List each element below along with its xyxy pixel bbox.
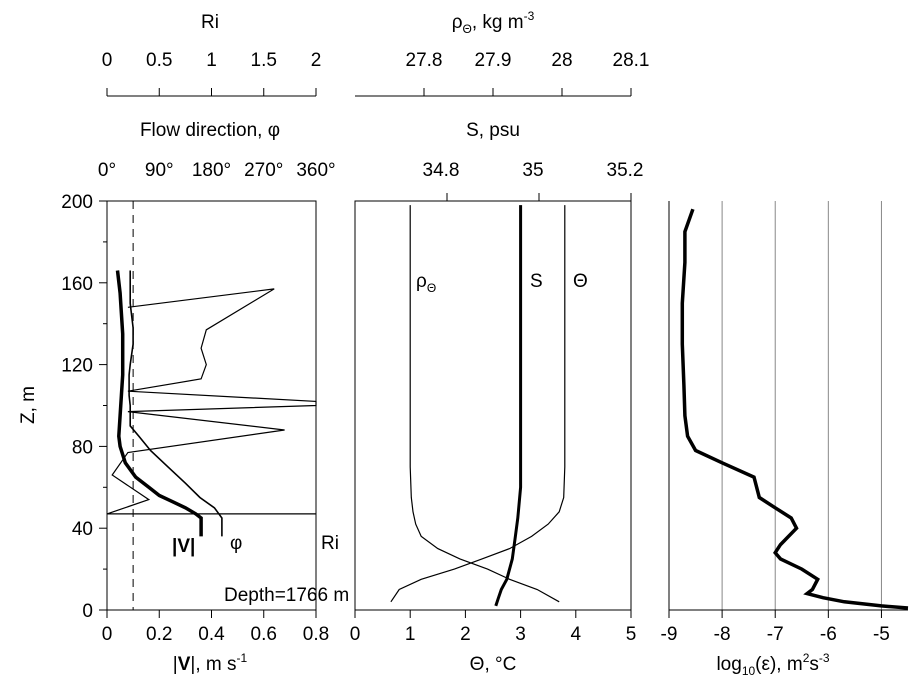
ri-axis-tick-label: 2 <box>311 50 322 71</box>
theta-axis-tick-label: 1 <box>405 624 416 645</box>
middle-label-s: S <box>530 271 543 292</box>
theta-axis-tick-label: 4 <box>571 624 582 645</box>
eps-axis-tick-label: -7 <box>767 624 784 645</box>
series-density <box>409 205 560 603</box>
s-axis-tick-label: 34.8 <box>423 160 460 181</box>
phi-axis-tick-label: 0° <box>98 160 116 181</box>
middle-x-ticks: 0 1 2 3 4 5 <box>350 610 637 645</box>
v-axis-tick-label: 0.2 <box>146 624 172 645</box>
phi-axis-tick-label: 90° <box>145 160 174 181</box>
v-axis-tick-label: 0 <box>102 624 113 645</box>
rho-axis-tick-label: 27.8 <box>406 50 443 71</box>
right-grid <box>721 201 882 610</box>
middle-label-theta: Θ <box>573 271 588 292</box>
ri-axis-tick-label: 1.5 <box>251 50 277 71</box>
eps-axis-tick-label: -8 <box>714 624 731 645</box>
middle-top1-ticks: 34.8 35 35.2 <box>423 160 644 201</box>
v-axis-tick-label: 0.8 <box>303 624 329 645</box>
ri-axis-tick-label: 0.5 <box>146 50 172 71</box>
middle-plot-frame <box>354 200 632 611</box>
y-tick-label: 0 <box>82 601 93 622</box>
series-ri <box>106 288 317 515</box>
y-tick-label: 120 <box>61 356 93 377</box>
ri-axis-tick-label: 1 <box>206 50 217 71</box>
right-bottom-axis-title: log10(ε), m2s-3 <box>716 651 829 678</box>
series-flow-direction <box>128 270 223 537</box>
middle-bottom-axis-title: Θ, °C <box>470 654 517 675</box>
right-panel: -9 -8 -7 -6 -5 log10(ε), m2s-3 <box>661 201 909 678</box>
middle-top1-label: S, psu <box>466 120 520 141</box>
theta-axis-tick-label: 0 <box>350 624 361 645</box>
rho-axis-tick-label: 28.1 <box>613 50 650 71</box>
v-axis-tick-label: 0.4 <box>198 624 225 645</box>
eps-axis-tick-label: -6 <box>820 624 837 645</box>
left-bottom-axis-title: |V|, m s-1 <box>173 651 248 675</box>
middle-label-rho: ρΘ <box>416 271 436 295</box>
middle-panel: ρΘ, kg m-3 27.8 27.9 28 28.1 S, psu 34.8 35 3… <box>350 9 650 675</box>
v-axis-tick-label: 0.6 <box>251 624 277 645</box>
series-temperature <box>390 205 566 603</box>
left-top1-label: Flow direction, φ <box>140 120 280 141</box>
y-axis-title: Z, m <box>18 386 39 424</box>
y-tick-label: 80 <box>72 437 93 458</box>
left-label-v: |V| <box>172 536 195 557</box>
theta-axis-tick-label: 2 <box>460 624 471 645</box>
rho-axis-tick-label: 27.9 <box>475 50 512 71</box>
depth-annotation: Depth=1766 m <box>224 585 349 606</box>
theta-axis-tick-label: 5 <box>626 624 637 645</box>
left-y-ticks: 0 40 80 120 160 200 <box>61 192 107 622</box>
right-x-ticks: -9 -8 -7 -6 -5 <box>661 610 890 645</box>
left-panel: Ri 0 0.5 1 1.5 2 Flow direction, φ 0° 90° 180°… <box>18 12 349 675</box>
eps-axis-tick-label: -5 <box>873 624 890 645</box>
y-tick-label: 40 <box>72 519 93 540</box>
phi-axis-tick-label: 180° <box>192 160 231 181</box>
theta-axis-tick-label: 3 <box>515 624 526 645</box>
middle-top2-ticks: 27.8 27.9 28 28.1 <box>406 50 650 96</box>
s-axis-tick-label: 35.2 <box>607 160 644 181</box>
eps-axis-tick-label: -9 <box>661 624 678 645</box>
phi-axis-tick-label: 270° <box>244 160 283 181</box>
left-plot-frame <box>106 200 317 611</box>
series-dissipation <box>680 208 909 610</box>
left-x-ticks: 0 0.2 0.4 0.6 0.8 <box>102 610 329 645</box>
ri-axis-tick-label: 0 <box>102 50 113 71</box>
rho-axis-tick-label: 28 <box>551 50 572 71</box>
left-top2-label: Ri <box>201 12 219 33</box>
series-velocity <box>115 270 203 537</box>
middle-top2-label: ρΘ, kg m-3 <box>452 9 535 36</box>
phi-axis-tick-label: 360° <box>296 160 335 181</box>
left-label-phi: φ <box>230 533 242 554</box>
y-tick-label: 160 <box>61 274 93 295</box>
series-salinity <box>494 205 523 607</box>
left-label-ri: Ri <box>321 533 339 554</box>
y-tick-label: 200 <box>61 192 93 213</box>
left-top1-ticks: 0° 90° 180° 270° 360° <box>98 160 336 181</box>
left-top2-ticks: 0 0.5 1 1.5 2 <box>102 50 322 96</box>
s-axis-tick-label: 35 <box>522 160 543 181</box>
